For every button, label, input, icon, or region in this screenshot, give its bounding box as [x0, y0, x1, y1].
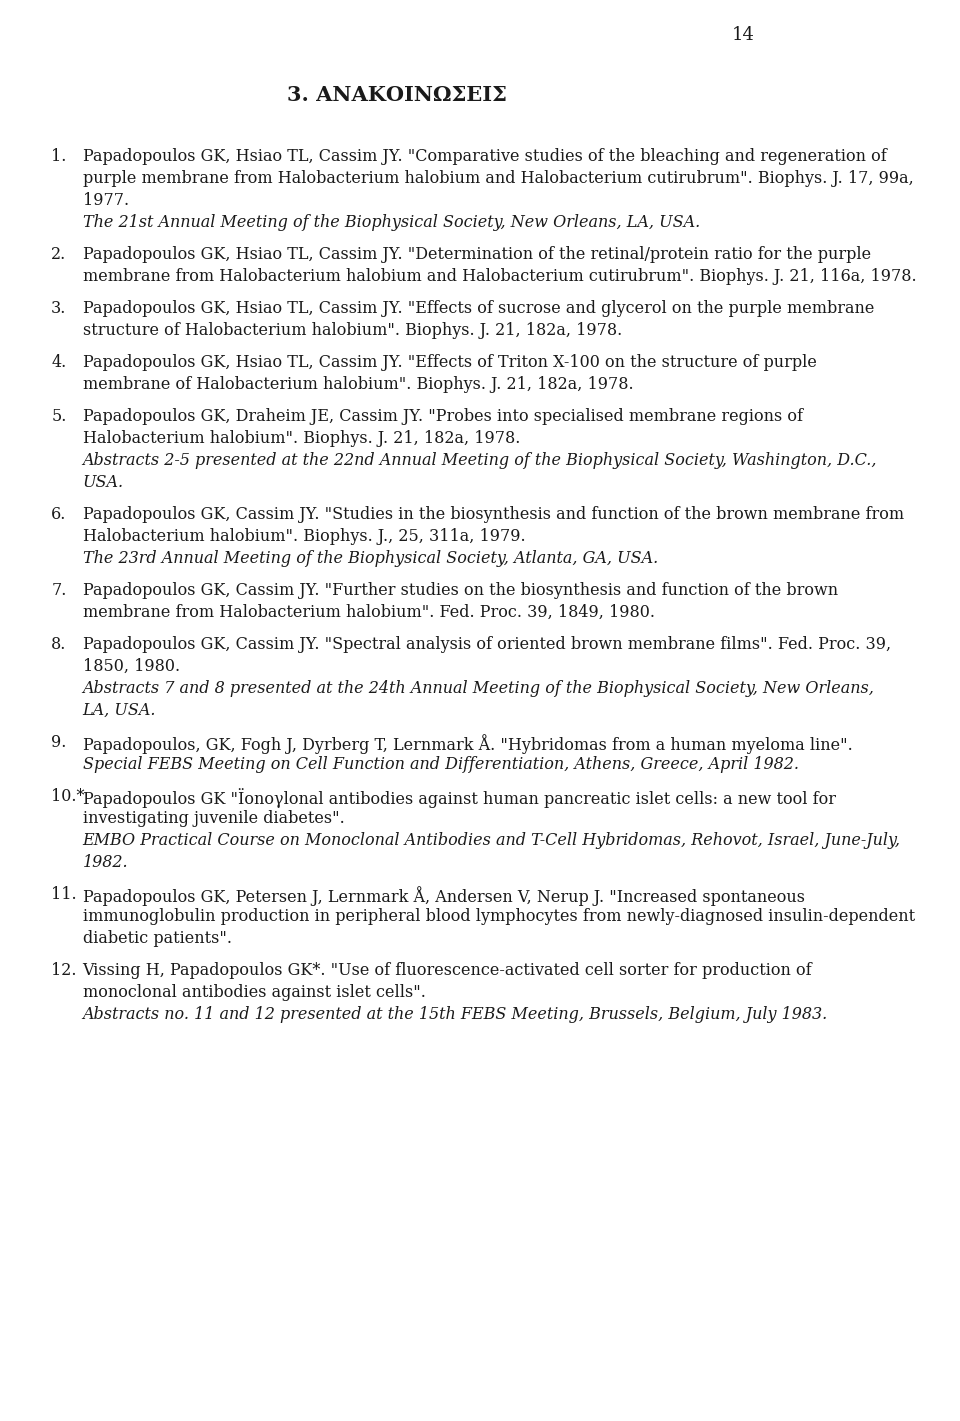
Text: Papadopoulos GK, Cassim JY. "Further studies on the biosynthesis and function of: Papadopoulos GK, Cassim JY. "Further stu… [83, 583, 838, 600]
Text: 14: 14 [732, 26, 755, 44]
Text: Halobacterium halobium". Biophys. J. 21, 182a, 1978.: Halobacterium halobium". Biophys. J. 21,… [83, 431, 520, 448]
Text: Halobacterium halobium". Biophys. J., 25, 311a, 1979.: Halobacterium halobium". Biophys. J., 25… [83, 529, 525, 546]
Text: 3. ΑΝΑΚΟΙΝΩΣΕΙΣ: 3. ΑΝΑΚΟΙΝΩΣΕΙΣ [286, 85, 506, 105]
Text: Papadopoulos GK, Hsiao TL, Cassim JY. "Effects of sucrose and glycerol on the pu: Papadopoulos GK, Hsiao TL, Cassim JY. "E… [83, 300, 874, 317]
Text: 1982.: 1982. [83, 854, 129, 871]
Text: 1.: 1. [51, 148, 66, 165]
Text: 11.: 11. [51, 887, 77, 902]
Text: monoclonal antibodies against islet cells".: monoclonal antibodies against islet cell… [83, 983, 425, 1000]
Text: Papadopoulos GK, Cassim JY. "Studies in the biosynthesis and function of the bro: Papadopoulos GK, Cassim JY. "Studies in … [83, 506, 903, 523]
Text: 2.: 2. [51, 246, 66, 263]
Text: Papadopoulos GK, Hsiao TL, Cassim JY. "Comparative studies of the bleaching and : Papadopoulos GK, Hsiao TL, Cassim JY. "C… [83, 148, 886, 165]
Text: 1850, 1980.: 1850, 1980. [83, 658, 180, 675]
Text: Papadopoulos GK, Cassim JY. "Spectral analysis of oriented brown membrane films": Papadopoulos GK, Cassim JY. "Spectral an… [83, 637, 891, 654]
Text: 6.: 6. [51, 506, 66, 523]
Text: structure of Halobacterium halobium". Biophys. J. 21, 182a, 1978.: structure of Halobacterium halobium". Bi… [83, 323, 622, 340]
Text: Abstracts no. 11 and 12 presented at the 15th FEBS Meeting, Brussels, Belgium, J: Abstracts no. 11 and 12 presented at the… [83, 1006, 828, 1023]
Text: 3.: 3. [51, 300, 66, 317]
Text: 12.: 12. [51, 962, 77, 979]
Text: EMBO Practical Course on Monoclonal Antibodies and T-Cell Hybridomas, Rehovot, I: EMBO Practical Course on Monoclonal Anti… [83, 833, 900, 848]
Text: Papadopoulos GK, Draheim JE, Cassim JY. "Probes into specialised membrane region: Papadopoulos GK, Draheim JE, Cassim JY. … [83, 408, 803, 425]
Text: 10.*: 10.* [51, 789, 84, 806]
Text: investigating juvenile diabetes".: investigating juvenile diabetes". [83, 810, 345, 827]
Text: 1977.: 1977. [83, 192, 129, 209]
Text: membrane of Halobacterium halobium". Biophys. J. 21, 182a, 1978.: membrane of Halobacterium halobium". Bio… [83, 377, 634, 394]
Text: Abstracts 7 and 8 presented at the 24th Annual Meeting of the Biophysical Societ: Abstracts 7 and 8 presented at the 24th … [83, 681, 875, 696]
Text: Vissing H, Papadopoulos GK*. "Use of fluorescence-activated cell sorter for prod: Vissing H, Papadopoulos GK*. "Use of flu… [83, 962, 812, 979]
Text: Abstracts 2-5 presented at the 22nd Annual Meeting of the Biophysical Society, W: Abstracts 2-5 presented at the 22nd Annu… [83, 452, 877, 469]
Text: The 23rd Annual Meeting of the Biophysical Society, Atlanta, GA, USA.: The 23rd Annual Meeting of the Biophysic… [83, 550, 658, 567]
Text: membrane from Halobacterium halobium and Halobacterium cutirubrum". Biophys. J. : membrane from Halobacterium halobium and… [83, 269, 916, 286]
Text: 5.: 5. [51, 408, 66, 425]
Text: membrane from Halobacterium halobium". Fed. Proc. 39, 1849, 1980.: membrane from Halobacterium halobium". F… [83, 604, 655, 621]
Text: USA.: USA. [83, 475, 124, 492]
Text: 7.: 7. [51, 583, 66, 600]
Text: 9.: 9. [51, 735, 66, 752]
Text: 4.: 4. [51, 354, 66, 371]
Text: diabetic patients".: diabetic patients". [83, 929, 231, 946]
Text: The 21st Annual Meeting of the Biophysical Society, New Orleans, LA, USA.: The 21st Annual Meeting of the Biophysic… [83, 215, 700, 232]
Text: 8.: 8. [51, 637, 66, 654]
Text: Papadopoulos GK, Hsiao TL, Cassim JY. "Determination of the retinal/protein rati: Papadopoulos GK, Hsiao TL, Cassim JY. "D… [83, 246, 871, 263]
Text: LA, USA.: LA, USA. [83, 702, 156, 719]
Text: Papadopoulos GK, Hsiao TL, Cassim JY. "Effects of Triton X-100 on the structure : Papadopoulos GK, Hsiao TL, Cassim JY. "E… [83, 354, 816, 371]
Text: purple membrane from Halobacterium halobium and Halobacterium cutirubrum". Bioph: purple membrane from Halobacterium halob… [83, 171, 913, 188]
Text: Papadopoulos GK, Petersen J, Lernmark Å, Andersen V, Nerup J. "Increased spontan: Papadopoulos GK, Petersen J, Lernmark Å,… [83, 887, 804, 907]
Text: immunoglobulin production in peripheral blood lymphocytes from newly-diagnosed i: immunoglobulin production in peripheral … [83, 908, 915, 925]
Text: Special FEBS Meeting on Cell Function and Differentiation, Athens, Greece, April: Special FEBS Meeting on Cell Function an… [83, 756, 799, 773]
Text: Papadopoulos GK "Ïonογlonal antibodies against human pancreatic islet cells: a n: Papadopoulos GK "Ïonογlonal antibodies a… [83, 789, 835, 809]
Text: Papadopoulos, GK, Fogh J, Dyrberg T, Lernmark Å. "Hybridomas from a human myelom: Papadopoulos, GK, Fogh J, Dyrberg T, Ler… [83, 735, 852, 755]
